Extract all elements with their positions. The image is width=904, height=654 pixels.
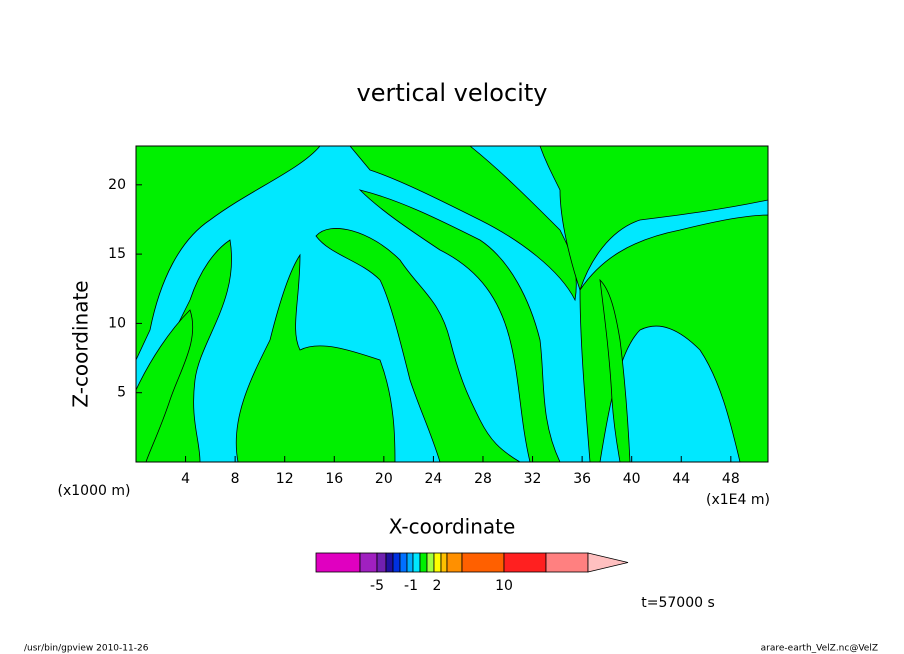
- colorbar-segment: [426, 552, 435, 573]
- x-tick-label: 32: [524, 471, 542, 487]
- colorbar-extension: [587, 552, 629, 573]
- x-tick-label: 4: [181, 471, 190, 487]
- x-tick-label: 8: [231, 471, 240, 487]
- colorbar: -5 -1 2 10: [315, 552, 629, 594]
- colorbar-segment: [440, 552, 448, 573]
- colorbar-segment: [545, 552, 589, 573]
- contour-field: [136, 146, 768, 462]
- colorbar-segment: [315, 552, 361, 573]
- x-axis-label: X-coordinate: [389, 515, 516, 539]
- colorbar-tick-label: 10: [495, 578, 513, 594]
- y-tick-label: 15: [108, 246, 126, 262]
- chart-title: vertical velocity: [357, 79, 548, 107]
- y-unit: (x1000 m): [58, 483, 131, 499]
- x-tick-label: 40: [623, 471, 641, 487]
- colorbar-segment: [461, 552, 505, 573]
- annotation: t=57000 s: [641, 595, 715, 611]
- y-tick-label: 20: [108, 177, 126, 193]
- colorbar-segment: [446, 552, 463, 573]
- colorbar-segment: [419, 552, 428, 573]
- x-tick-label: 36: [573, 471, 591, 487]
- footer-left: /usr/bin/gpview 2010-11-26: [24, 644, 149, 654]
- x-tick-label: 12: [276, 471, 294, 487]
- x-tick-label: 28: [474, 471, 492, 487]
- x-tick-label: 48: [722, 471, 740, 487]
- colorbar-segment: [399, 552, 408, 573]
- plot-frame: [135, 145, 769, 463]
- y-tick-label: 10: [108, 315, 126, 331]
- colorbar-segment: [385, 552, 394, 573]
- colorbar-segment: [433, 552, 442, 573]
- x-tick-label: 20: [375, 471, 393, 487]
- colorbar-tick-label: -5: [370, 578, 384, 594]
- colorbar-segment: [412, 552, 421, 573]
- footer-right: arare-earth_VelZ.nc@VelZ: [761, 644, 878, 654]
- y-tick-label: 5: [117, 385, 126, 401]
- colorbar-segment: [503, 552, 547, 573]
- x-tick-label: 24: [424, 471, 442, 487]
- colorbar-tick-label: 2: [433, 578, 442, 594]
- colorbar-segment: [406, 552, 414, 573]
- y-axis-label: Z-coordinate: [69, 280, 93, 407]
- colorbar-segment: [392, 552, 401, 573]
- x-unit: (x1E4 m): [706, 492, 770, 508]
- colorbar-segment: [359, 552, 378, 573]
- colorbar-segment: [376, 552, 387, 573]
- x-tick-label: 16: [325, 471, 343, 487]
- colorbar-tick-label: -1: [404, 578, 418, 594]
- field-regions: [136, 146, 768, 462]
- x-tick-label: 44: [672, 471, 690, 487]
